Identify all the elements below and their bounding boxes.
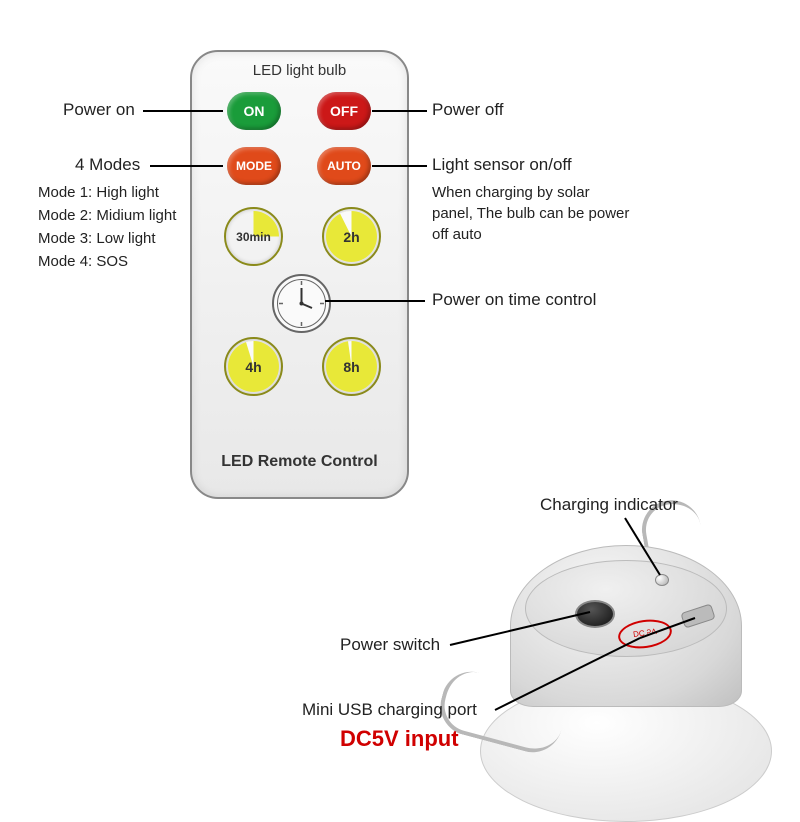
timer-4h-button[interactable]: 4h [224, 337, 283, 396]
mode2-label: Mode 2: Midium light [38, 205, 176, 226]
remote-title: LED light bulb [192, 62, 407, 79]
auto-button[interactable]: AUTO [317, 147, 371, 185]
dc5v-label: DC5V input [340, 726, 459, 752]
light-sensor-note: When charging by solar panel, The bulb c… [432, 182, 632, 245]
mode-button[interactable]: MODE [227, 147, 281, 185]
timer-4h-label: 4h [245, 359, 261, 375]
timer-8h-label: 8h [343, 359, 359, 375]
leader-line [372, 165, 427, 167]
timer-30min-label: 30min [236, 230, 271, 244]
timer-30min-button[interactable]: 30min [224, 207, 283, 266]
light-sensor-label: Light sensor on/off [432, 155, 572, 175]
time-control-label: Power on time control [432, 290, 596, 310]
timer-8h-button[interactable]: 8h [322, 337, 381, 396]
usb-port-label: Mini USB charging port [302, 700, 477, 720]
power-switch-label: Power switch [340, 635, 440, 655]
leader-line [150, 165, 223, 167]
mode3-label: Mode 3: Low light [38, 228, 156, 249]
leader-line [325, 300, 425, 302]
charging-indicator-label: Charging indicator [540, 495, 678, 515]
power-switch-button[interactable] [575, 600, 615, 628]
leader-line [143, 110, 223, 112]
charging-indicator-led [655, 574, 669, 586]
timer-2h-button[interactable]: 2h [322, 207, 381, 266]
remote-footer: LED Remote Control [192, 453, 407, 471]
modes-title-label: 4 Modes [75, 155, 140, 175]
power-off-label: Power off [432, 100, 504, 120]
remote-body: LED light bulb ON OFF MODE AUTO 30min 2h… [190, 50, 409, 499]
leader-line [372, 110, 427, 112]
mode1-label: Mode 1: High light [38, 182, 159, 203]
timer-2h-label: 2h [343, 229, 359, 245]
power-on-label: Power on [63, 100, 135, 120]
clock-icon [272, 274, 331, 333]
on-button[interactable]: ON [227, 92, 281, 130]
off-button[interactable]: OFF [317, 92, 371, 130]
mode4-label: Mode 4: SOS [38, 251, 128, 272]
